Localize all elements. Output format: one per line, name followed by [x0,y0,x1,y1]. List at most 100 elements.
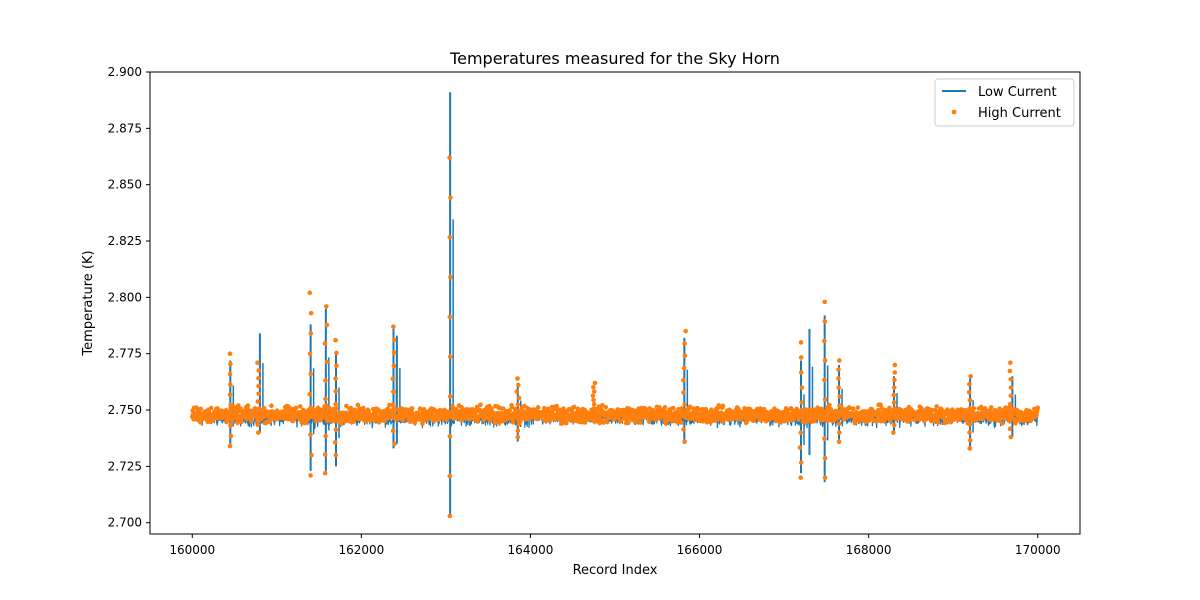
high-current-point [391,350,397,356]
high-current-point [361,408,366,413]
high-current-point [239,419,244,425]
high-current-point [332,414,338,420]
high-current-point [448,195,453,200]
y-tick-label: 2.725 [108,459,142,473]
high-current-point [967,438,973,443]
high-current-point [837,394,843,399]
high-current-point [890,407,896,413]
high-current-point [409,406,415,411]
high-current-point [515,434,521,440]
high-current-point [591,419,597,424]
high-current-point [891,422,897,428]
high-current-point [600,402,605,408]
high-current-point [822,475,828,480]
x-axis-label: Record Index [573,563,658,578]
high-current-point [208,405,214,411]
high-current-point [638,420,643,425]
high-current-point [591,397,596,403]
high-current-point [391,363,397,369]
high-current-point [681,377,686,383]
high-current-point [713,418,718,423]
high-current-point [967,446,973,451]
high-current-point [495,410,500,416]
high-current-point [307,290,313,296]
y-tick-label: 2.775 [108,347,142,361]
high-current-point [822,377,827,383]
high-current-point [988,405,994,410]
high-current-point [592,380,598,386]
high-current-point [515,376,520,381]
y-tick-label: 2.850 [108,178,142,192]
high-current-point [683,328,688,334]
high-current-point [836,412,841,417]
high-current-point [333,376,338,381]
high-current-point [891,385,897,390]
high-current-point [837,430,842,435]
high-current-point [334,350,339,356]
high-current-point [256,407,261,412]
high-current-point [228,382,233,387]
high-current-point [571,404,577,410]
high-current-point [967,430,972,435]
high-current-point [256,391,261,397]
high-current-point [592,414,598,420]
high-current-point [322,341,328,346]
high-current-point [297,404,303,409]
high-current-point [323,396,328,402]
high-current-point [1000,421,1005,426]
high-current-point [966,389,972,395]
high-current-point [934,404,939,409]
high-current-point [682,439,687,444]
high-current-point [798,355,804,360]
high-current-point [447,394,453,399]
high-current-point [1023,418,1029,424]
high-current-point [967,397,973,403]
high-current-point [646,419,652,424]
high-current-point [355,402,361,408]
high-current-point [744,419,750,424]
high-current-point [447,473,453,479]
high-current-point [591,389,597,394]
high-current-point [892,377,897,383]
high-current-point [967,422,973,427]
high-current-point [307,351,313,357]
high-current-point [256,414,262,420]
high-current-point [256,368,262,373]
high-current-point [855,405,861,410]
high-current-point [468,416,473,421]
high-current-point [391,389,396,395]
x-tick-label: 166000 [677,543,723,557]
high-current-point [507,408,512,413]
high-current-point [1006,405,1012,411]
plot-frame [149,71,1081,535]
high-current-point [682,414,687,420]
high-current-point [720,403,726,409]
high-current-point [308,310,314,316]
high-current-point [908,417,914,423]
high-current-point [798,370,804,375]
high-current-point [324,359,330,365]
high-current-point [514,389,520,394]
high-current-point [1008,393,1014,399]
high-current-point [1007,418,1013,423]
high-current-point [228,433,234,439]
high-current-point [681,365,687,371]
high-current-point [836,385,841,390]
high-current-point [412,418,418,423]
high-current-point [798,475,804,480]
high-current-point [535,405,541,410]
high-current-point [1008,401,1013,407]
high-current-point [1008,385,1014,390]
high-current-point [681,390,686,395]
high-current-point [797,445,803,450]
high-current-point [516,382,521,388]
high-current-point [968,373,973,379]
y-axis-label: Temperature (K) [81,250,96,356]
high-current-point [334,363,339,369]
high-current-point [255,422,261,428]
high-current-point [822,358,828,363]
legend-label-high-current: High Current [978,106,1061,121]
high-current-point [847,405,852,411]
high-current-point [322,452,328,457]
